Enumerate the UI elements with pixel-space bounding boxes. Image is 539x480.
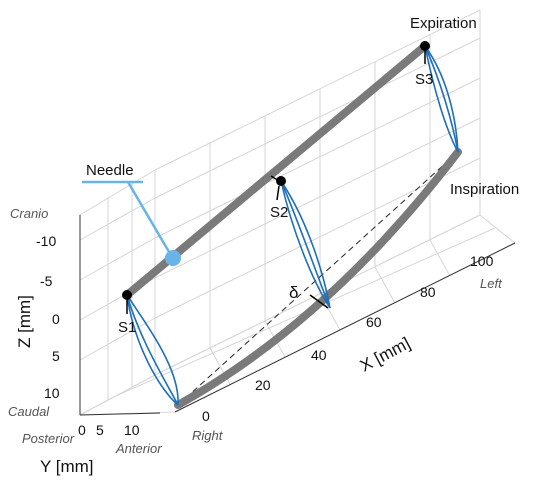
x-dir-right: Right: [192, 428, 224, 443]
x-tick-80: 80: [420, 284, 436, 300]
breathing-loop-s3: [424, 45, 459, 153]
s3-label: S3: [415, 71, 433, 88]
z-tick-5: 5: [52, 348, 60, 364]
z-tick-m10: -10: [36, 233, 56, 249]
y-tick-10: 10: [124, 422, 140, 438]
breathing-loop-s1: [126, 294, 179, 406]
inspiration-label: Inspiration: [450, 181, 519, 198]
x-axis-label: X [mm]: [357, 333, 413, 375]
z-tick-10: 10: [44, 385, 60, 401]
x-tick-60: 60: [366, 314, 382, 330]
xy-pane: [79, 214, 516, 416]
y-tick-5: 5: [96, 422, 104, 438]
s3-marker: [420, 41, 430, 51]
z-tick-0: 0: [52, 311, 60, 327]
breathing-loop-s2: [280, 180, 331, 309]
s1-label: S1: [118, 319, 136, 336]
y-dir-anterior: Anterior: [115, 441, 162, 456]
delta-label: δ: [289, 283, 298, 302]
z-dir-caudal: Caudal: [8, 404, 50, 419]
breathing-loops: [126, 45, 459, 406]
x-tick-40: 40: [311, 347, 327, 363]
z-dir-cranio: Cranio: [10, 206, 48, 221]
s1-marker: [122, 290, 132, 300]
z-axis-label: Z [mm]: [15, 295, 34, 348]
xz-pane: [154, 9, 481, 376]
x-axis-line: [174, 242, 516, 413]
y-dir-posterior: Posterior: [22, 431, 75, 446]
inspiration-reference: [177, 151, 459, 406]
expiration-label: Expiration: [410, 15, 477, 32]
needle-marker: [165, 250, 181, 266]
axes: [79, 215, 516, 416]
y-axis-line: [79, 412, 161, 416]
x-dir-left: Left: [480, 276, 503, 291]
needle-label: Needle: [86, 162, 134, 179]
y-axis: 0 5 10 Posterior Anterior Y [mm]: [22, 422, 162, 476]
z-axis: Cranio -10 -5 0 5 10 Caudal Z [mm]: [8, 206, 60, 419]
delta-marker: δ: [289, 283, 329, 309]
z-tick-m5: -5: [40, 273, 53, 289]
s2-label: S2: [270, 204, 288, 221]
x-tick-0: 0: [202, 408, 210, 424]
x-tick-20: 20: [255, 377, 271, 393]
needle-annotation: Needle: [82, 162, 181, 266]
sample-points: S1 S2 S3: [118, 41, 433, 336]
x-tick-100: 100: [470, 253, 494, 269]
grid-panes: [79, 9, 516, 416]
y-axis-label: Y [mm]: [40, 457, 94, 476]
y-tick-0: 0: [78, 422, 86, 438]
s2-marker: [276, 176, 286, 186]
